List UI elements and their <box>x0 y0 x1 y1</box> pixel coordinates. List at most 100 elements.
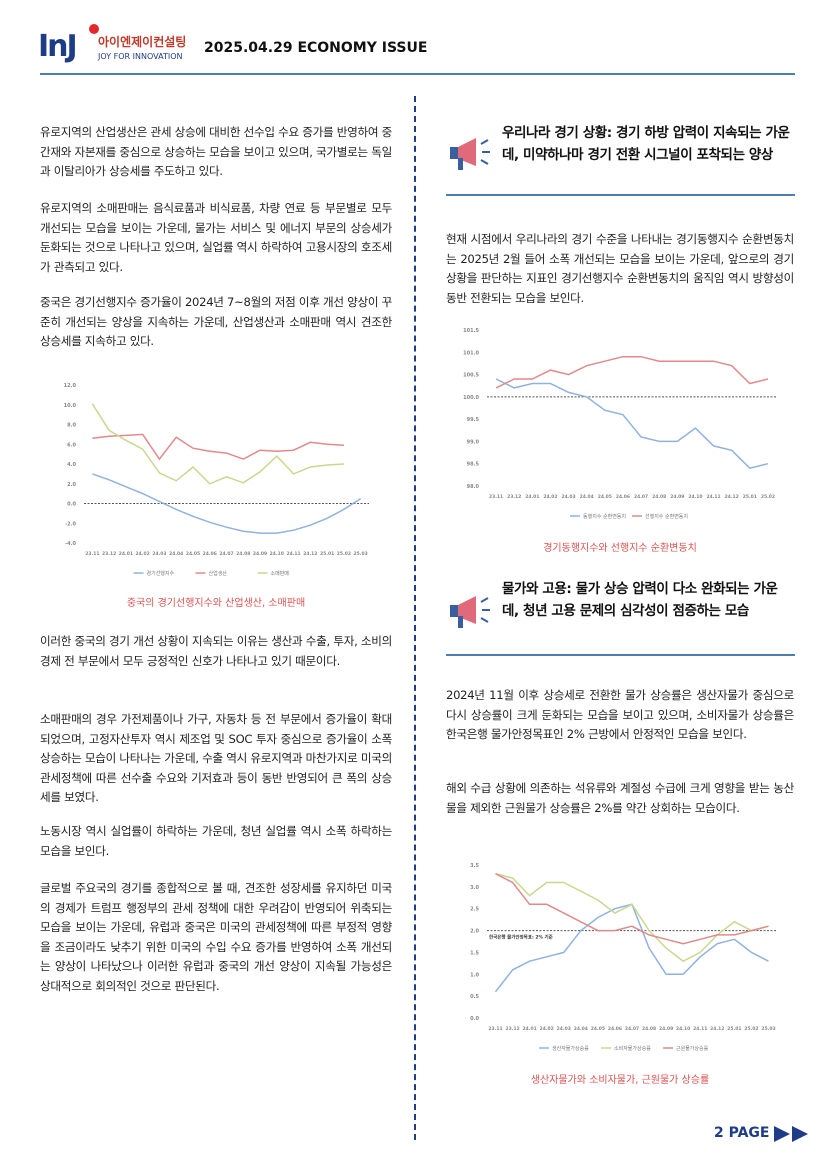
caption: 중국의 경기선행지수와 산업생산, 소매판매 <box>126 598 306 609</box>
x-tick-label: 24.04 <box>169 551 183 557</box>
x-tick-label: 24.11 <box>706 494 720 500</box>
x-tick-label: 24.05 <box>598 494 612 500</box>
section-rule <box>446 194 795 196</box>
y-tick-label: 2.0 <box>470 929 479 935</box>
x-tick-label: 24.03 <box>557 1026 571 1032</box>
x-tick-label: 25.02 <box>761 494 775 500</box>
x-tick-label: 25.01 <box>320 551 334 557</box>
x-tick-label: 25.02 <box>337 551 351 557</box>
next-arrows <box>774 1126 808 1142</box>
paragraph: 노동시장 역시 실업률이 하락하는 가운데, 청년 실업률 역시 소폭 하락하는… <box>40 824 392 858</box>
x-tick-label: 24.05 <box>186 551 200 557</box>
x-tick-label: 24.03 <box>561 494 575 500</box>
caption: 경기동행지수와 선행지수 순환변동치 <box>543 543 697 554</box>
paragraph: 중국은 경기선행지수 증가율이 2024년 7~8월의 저점 이후 개선 양상이… <box>40 295 392 348</box>
logo: InJ 아이엔제이컨설팅 JOY FOR INNOVATION <box>38 24 186 64</box>
y-tick-label: 6.0 <box>67 442 76 448</box>
x-tick-label: 24.01 <box>119 551 133 557</box>
data-line <box>495 355 769 389</box>
x-tick-label: 24.07 <box>625 1026 639 1032</box>
y-tick-label: 0.0 <box>67 502 76 508</box>
y-tick-label: -2.0 <box>65 521 76 527</box>
paragraph: 현재 시점에서 우리나라의 경기 수준을 나타내는 경기동행지수 순환변동치는 … <box>446 232 794 305</box>
x-tick-label: 24.01 <box>523 1026 537 1032</box>
x-tick-label: 23.11 <box>489 494 503 500</box>
x-tick-label: 24.10 <box>676 1026 690 1032</box>
slogan: JOY FOR INNOVATION <box>97 52 182 61</box>
company-name: 아이엔제이컨설팅 <box>98 34 186 49</box>
x-tick-label: 24.02 <box>136 551 150 557</box>
data-line <box>91 403 344 485</box>
y-tick-label: 0.0 <box>470 1016 479 1022</box>
x-tick-label: 23.12 <box>102 551 116 557</box>
y-tick-label: 98.0 <box>467 484 480 490</box>
chart: 12.0 10.0 8.0 6.0 4.0 2.0 0.0 -2.0 -4.0 23.11 23.1… <box>64 383 369 577</box>
x-tick-label: 24.07 <box>634 494 648 500</box>
x-tick-label: 24.06 <box>616 494 630 500</box>
paragraph: 글로벌 주요국의 경기를 종합적으로 볼 때, 견조한 성장세를 유지하던 미국… <box>40 881 392 993</box>
x-tick-label: 25.01 <box>743 494 757 500</box>
section-heading: 물가와 고용: 물가 상승 압력이 다소 완화되는 가운데, 청년 고용 문제의… <box>502 581 778 619</box>
y-tick-label: 100.0 <box>463 395 479 401</box>
page-number: 2 PAGE <box>714 1125 770 1141</box>
x-tick-label: 23.12 <box>507 494 521 500</box>
y-tick-label: 99.5 <box>467 417 480 423</box>
x-tick-label: 24.11 <box>286 551 300 557</box>
y-tick-label: 101.5 <box>463 328 479 334</box>
header-rule <box>40 73 795 75</box>
x-tick-label: 24.08 <box>652 494 666 500</box>
chart: 101.5 101.0 100.5 100.0 99.5 99.0 98.5 98.0 23.1… <box>463 328 777 520</box>
megaphone-icon <box>450 596 490 628</box>
x-tick-label: 24.02 <box>540 1026 554 1032</box>
issue-title: 2025.04.29 ECONOMY ISSUE <box>204 40 428 56</box>
y-tick-label: 1.5 <box>470 950 479 956</box>
annotation: 한국은행 물가안정목표: 2% 기준 <box>489 934 553 941</box>
x-tick-label: 23.11 <box>85 551 99 557</box>
x-tick-label: 25.01 <box>727 1026 741 1032</box>
data-line <box>494 903 769 993</box>
data-line <box>495 378 769 470</box>
y-tick-label: 3.0 <box>470 885 479 891</box>
y-tick-label: 12.0 <box>64 383 77 389</box>
legend-label: 생산자물가상승률 <box>552 1045 589 1052</box>
column-divider <box>414 96 416 1140</box>
x-tick-label: 24.05 <box>591 1026 605 1032</box>
paragraph: 이러한 중국의 경기 개선 상황이 지속되는 이유는 생산과 수출, 투자, 소… <box>40 634 392 668</box>
paragraph: 유로지역의 산업생산은 관세 상승에 대비한 선수입 수요 증가를 반영하여 중… <box>40 125 392 178</box>
x-tick-label: 25.03 <box>354 551 368 557</box>
paragraph: 2024년 11월 이후 상승세로 전환한 물가 상승률은 생산자물가 중심으로… <box>446 688 794 741</box>
x-tick-label: 24.02 <box>543 494 557 500</box>
y-tick-label: 98.5 <box>467 462 480 468</box>
data-line <box>92 433 344 461</box>
data-line <box>495 872 769 963</box>
section-heading: 우리나라 경기 상황: 경기 하방 압력이 지속되는 가운데, 미약하나마 경기… <box>502 125 790 163</box>
x-tick-label: 24.12 <box>725 494 739 500</box>
x-tick-label: 24.08 <box>642 1026 656 1032</box>
paragraph: 해외 수급 상황에 의존하는 석유류와 계절성 수급에 크게 영향을 받는 농산… <box>446 781 794 815</box>
y-tick-label: 4.0 <box>67 462 76 468</box>
x-tick-label: 24.06 <box>203 551 217 557</box>
y-tick-label: 2.5 <box>470 907 479 913</box>
logo-mark: InJ <box>38 29 76 64</box>
x-tick-label: 24.01 <box>525 494 539 500</box>
x-tick-label: 24.04 <box>580 494 594 500</box>
legend-label: 선행지수 순환변동치 <box>645 513 688 520</box>
caption: 생산자물가와 소비자물가, 근원물가 상승률 <box>530 1075 710 1086</box>
x-tick-label: 24.04 <box>574 1026 588 1032</box>
x-tick-label: 24.03 <box>152 551 166 557</box>
x-tick-label: 24.06 <box>608 1026 622 1032</box>
x-tick-label: 24.10 <box>270 551 284 557</box>
x-tick-label: 23.11 <box>488 1026 502 1032</box>
legend-label: 동행지수 순환변동치 <box>583 513 626 520</box>
x-tick-label: 24.10 <box>688 494 702 500</box>
y-tick-label: 100.5 <box>463 373 479 379</box>
paragraph: 소매판매의 경우 가전제품이나 가구, 자동차 등 전 부문에서 증가율이 확대… <box>40 712 392 804</box>
legend-label: 소비자물가상승률 <box>614 1045 651 1052</box>
x-tick-label: 24.09 <box>659 1026 673 1032</box>
data-line <box>495 873 769 945</box>
x-tick-label: 24.12 <box>303 551 317 557</box>
x-tick-label: 24.09 <box>670 494 684 500</box>
y-tick-label: 10.0 <box>64 403 77 409</box>
x-tick-label: 23.12 <box>505 1026 519 1032</box>
